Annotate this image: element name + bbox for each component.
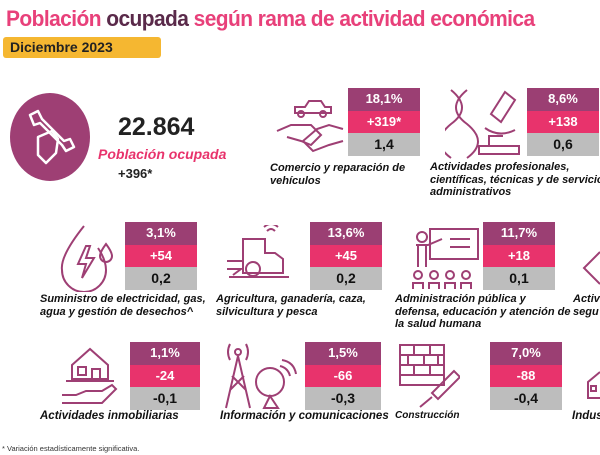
tractor-icon	[227, 225, 289, 278]
title-part: según rama de actividad económica	[188, 6, 536, 31]
sector-label: Administración pública y defensa, educaci…	[395, 293, 570, 331]
share: 1,5%	[305, 342, 381, 365]
sector-label: Actividades inmobiliarias	[40, 410, 179, 423]
contribution: -0,1	[130, 387, 200, 410]
variation: +138	[527, 110, 599, 133]
contribution: 1,4	[348, 133, 420, 156]
variation: -88	[490, 364, 562, 387]
label-line: segu	[573, 305, 599, 318]
sector-label: Actividades profesionales, científicas, t…	[430, 161, 600, 199]
share: 13,6%	[310, 222, 382, 245]
contribution: -0,3	[305, 387, 381, 410]
variation: +45	[310, 244, 382, 267]
contribution: 0,1	[483, 267, 555, 290]
handshake-car-icon	[276, 100, 344, 153]
label-line: defensa, educación y atención de	[395, 305, 571, 318]
sector-label-partial: Activ segu	[573, 293, 600, 318]
label-line: agua y gestión de desechos^	[40, 305, 194, 318]
sector-stats-profesionales: 8,6% +138 0,6	[527, 88, 599, 156]
variation: +54	[125, 244, 197, 267]
label-line: Actividades profesionales,	[430, 161, 570, 173]
sector-label: Construcción	[395, 410, 459, 423]
sector-stats-comercio: 18,1% +319* 1,4	[348, 88, 420, 156]
label-line: Construcción	[395, 410, 460, 421]
total-label: Población ocupada	[98, 146, 227, 162]
sector-label: Agricultura, ganadería, caza, silvicultur…	[216, 293, 366, 318]
sector-label: Suministro de electricidad, gas, agua y g…	[40, 293, 206, 318]
sector-stats-administracion: 11,7% +18 0,1	[483, 222, 555, 290]
sector-label: Comercio y reparación de vehículos	[270, 162, 405, 187]
house-hand-icon	[62, 347, 118, 404]
water-drop-bolt-icon	[60, 225, 114, 292]
label-line: Agricultura, ganadería, caza,	[216, 293, 366, 305]
label-line: Actividades inmobiliarias	[40, 410, 179, 422]
sector-stats-informacion: 1,5% -66 -0,3	[305, 342, 381, 410]
total-variation: +396*	[118, 166, 153, 181]
teacher-board-icon	[412, 228, 479, 289]
variation: -66	[305, 364, 381, 387]
label-line: Administración pública y	[395, 293, 526, 305]
share: 7,0%	[490, 342, 562, 365]
contribution: 0,2	[125, 267, 197, 290]
label-line: administrativos	[430, 186, 512, 198]
label-line: la salud humana	[395, 318, 482, 330]
share: 8,6%	[527, 88, 599, 111]
contribution: 0,2	[310, 267, 382, 290]
title-part: ocupada	[106, 6, 189, 31]
footnote: * Variación estadísticamente significati…	[2, 444, 140, 453]
share: 3,1%	[125, 222, 197, 245]
wrench-hand-icon	[10, 93, 90, 181]
label-line: silvicultura y pesca	[216, 305, 318, 318]
contribution: 0,6	[527, 133, 599, 156]
sector-label: Información y comunicaciones	[220, 410, 389, 423]
sector-label-partial: Indus	[572, 410, 600, 423]
shield-icon	[582, 251, 600, 285]
contribution: -0,4	[490, 387, 562, 410]
label-line: científicas, técnicas y de servicios	[430, 173, 600, 186]
label-line: Información y comunicaciones	[220, 410, 389, 422]
total-employed: 22.864	[118, 113, 195, 141]
page-title: Población ocupada según rama de activida…	[6, 6, 535, 32]
title-part: Población	[6, 6, 107, 31]
variation: -24	[130, 364, 200, 387]
sector-stats-agricultura: 13,6% +45 0,2	[310, 222, 382, 290]
sector-stats-inmobiliarias: 1,1% -24 -0,1	[130, 342, 200, 410]
label-line: vehículos	[270, 174, 321, 187]
variation: +18	[483, 244, 555, 267]
label-line: Suministro de electricidad, gas,	[40, 293, 206, 305]
variation: +319*	[348, 110, 420, 133]
sector-stats-construccion: 7,0% -88 -0,4	[490, 342, 562, 410]
label-line: Indus	[572, 410, 600, 422]
brick-trowel-icon	[399, 344, 460, 408]
factory-icon	[587, 371, 600, 399]
share: 1,1%	[130, 342, 200, 365]
dna-microscope-icon	[445, 89, 520, 159]
date-badge: Diciembre 2023	[3, 37, 161, 58]
label-line: Comercio y reparación de	[270, 162, 406, 174]
share: 11,7%	[483, 222, 555, 245]
share: 18,1%	[348, 88, 420, 111]
antenna-satellite-icon	[225, 343, 297, 409]
sector-stats-suministro: 3,1% +54 0,2	[125, 222, 197, 290]
label-line: Activ	[573, 293, 600, 305]
